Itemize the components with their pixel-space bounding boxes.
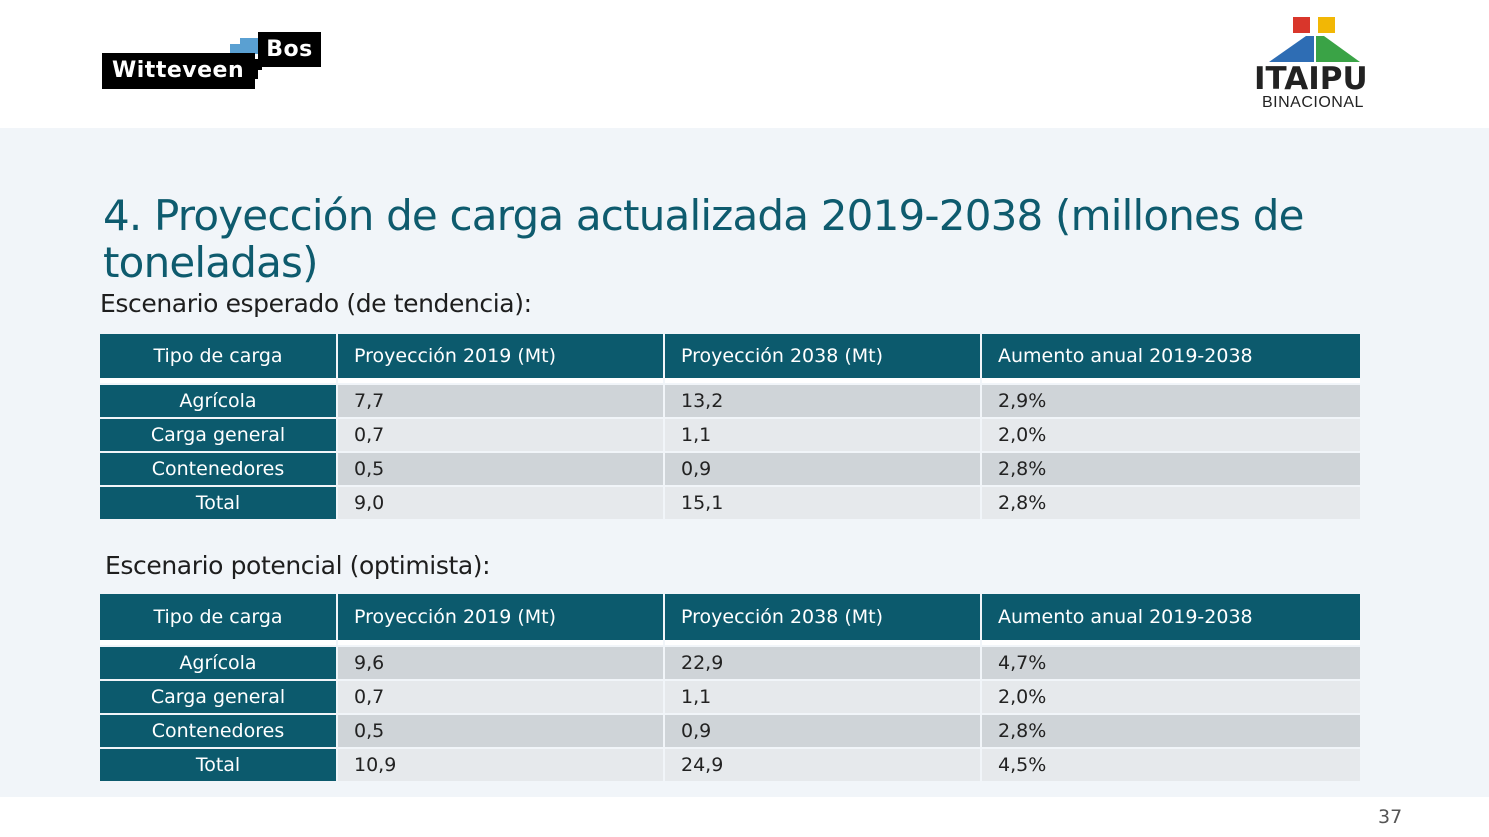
itaipu-subtitle: BINACIONAL [1262,94,1364,111]
plus-icon [248,53,262,89]
header-projection-2038: Proyección 2038 (Mt) [665,334,980,383]
expected-scenario-table: Tipo de carga Proyección 2019 (Mt) Proye… [98,332,1362,521]
logo-bos-text: Bos [258,32,321,67]
table-cell: 2,8% [982,487,1360,519]
scenario-expected-label: Escenario esperado (de tendencia): [100,289,532,318]
logo-witteveen-text: Witteveen [102,53,255,89]
table-cell: 4,7% [982,647,1360,679]
table-cell: 0,9 [665,715,980,747]
table-cell: 9,0 [338,487,663,519]
table-cell: 0,7 [338,419,663,451]
witteveen-bos-logo: Bos Witteveen [102,32,322,90]
table-cell: 4,5% [982,749,1360,781]
slide-header: Bos Witteveen ITAIPU BINACIONAL [0,0,1489,128]
page-number: 37 [1378,806,1403,828]
table-cell: 0,7 [338,681,663,713]
header-projection-2019: Proyección 2019 (Mt) [338,334,663,383]
row-label: Total [100,749,336,781]
row-label: Carga general [100,419,336,451]
table-row: Contenedores 0,5 0,9 2,8% [100,715,1360,747]
green-triangle-icon [1316,36,1360,62]
table-cell: 2,0% [982,681,1360,713]
red-square-icon [1293,17,1310,33]
header-cargo-type: Tipo de carga [100,594,336,645]
table-cell: 0,5 [338,715,663,747]
row-label: Agrícola [100,385,336,417]
header-annual-growth: Aumento anual 2019-2038 [982,334,1360,383]
table-cell: 0,5 [338,453,663,485]
row-label: Carga general [100,681,336,713]
logo-accent-block [240,38,260,44]
header-projection-2038: Proyección 2038 (Mt) [665,594,980,645]
table-row: Agrícola 7,7 13,2 2,9% [100,385,1360,417]
table-cell: 10,9 [338,749,663,781]
table-row: Agrícola 9,6 22,9 4,7% [100,647,1360,679]
table-cell: 1,1 [665,419,980,451]
table-cell: 15,1 [665,487,980,519]
table-row: Total 10,9 24,9 4,5% [100,749,1360,781]
table-cell: 22,9 [665,647,980,679]
table-header-row: Tipo de carga Proyección 2019 (Mt) Proye… [100,334,1360,383]
itaipu-emblem-icon [1269,17,1360,62]
slide-title: 4. Proyección de carga actualizada 2019-… [103,191,1304,287]
table-cell: 2,9% [982,385,1360,417]
table-cell: 9,6 [338,647,663,679]
row-label: Agrícola [100,647,336,679]
table-row: Carga general 0,7 1,1 2,0% [100,419,1360,451]
row-label: Total [100,487,336,519]
header-projection-2019: Proyección 2019 (Mt) [338,594,663,645]
row-label: Contenedores [100,453,336,485]
table-cell: 1,1 [665,681,980,713]
header-annual-growth: Aumento anual 2019-2038 [982,594,1360,645]
table-cell: 7,7 [338,385,663,417]
row-label: Contenedores [100,715,336,747]
table-row: Total 9,0 15,1 2,8% [100,487,1360,519]
potential-scenario-table: Tipo de carga Proyección 2019 (Mt) Proye… [98,592,1362,783]
itaipu-logo: ITAIPU BINACIONAL [1250,14,1380,114]
itaipu-wordmark: ITAIPU [1254,61,1368,97]
header-cargo-type: Tipo de carga [100,334,336,383]
table-cell: 13,2 [665,385,980,417]
logo-accent-block [230,44,260,54]
table-cell: 2,0% [982,419,1360,451]
table-cell: 2,8% [982,715,1360,747]
table-cell: 2,8% [982,453,1360,485]
blue-triangle-icon [1269,36,1314,62]
table-row: Contenedores 0,5 0,9 2,8% [100,453,1360,485]
table-header-row: Tipo de carga Proyección 2019 (Mt) Proye… [100,594,1360,645]
table-row: Carga general 0,7 1,1 2,0% [100,681,1360,713]
table-cell: 0,9 [665,453,980,485]
table-cell: 24,9 [665,749,980,781]
yellow-square-icon [1318,17,1335,33]
scenario-potential-label: Escenario potencial (optimista): [105,551,491,580]
